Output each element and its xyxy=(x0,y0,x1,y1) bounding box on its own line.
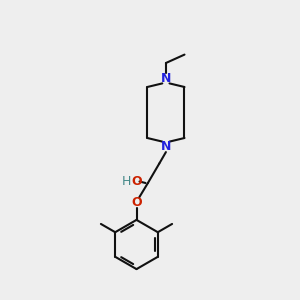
Text: O: O xyxy=(131,175,142,188)
Text: N: N xyxy=(161,140,171,154)
Text: N: N xyxy=(161,71,171,85)
Text: O: O xyxy=(131,196,142,209)
Text: H: H xyxy=(122,175,131,188)
